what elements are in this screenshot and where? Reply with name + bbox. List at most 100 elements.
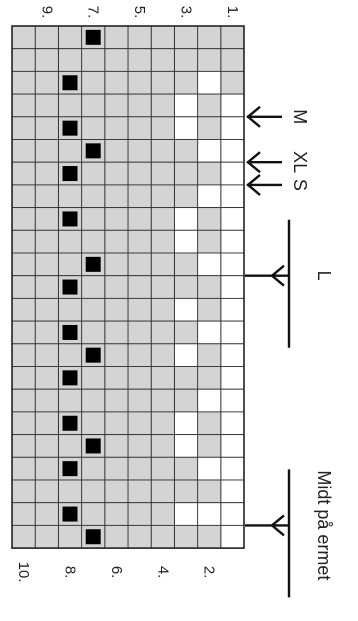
gray-cell bbox=[127, 184, 152, 209]
white-cell bbox=[220, 297, 245, 322]
marker-arrowhead-midt-p-ermet bbox=[270, 514, 285, 537]
white-cell bbox=[220, 275, 245, 299]
gray-cell bbox=[104, 524, 129, 549]
chart-grid bbox=[11, 25, 245, 549]
black-stitch bbox=[85, 347, 101, 363]
gray-cell bbox=[57, 434, 83, 458]
white-cell bbox=[173, 93, 199, 118]
gray-cell bbox=[173, 479, 199, 504]
gray-cell bbox=[81, 70, 106, 95]
gray-cell bbox=[150, 48, 175, 72]
gray-cell bbox=[150, 456, 175, 481]
gray-cell bbox=[104, 434, 129, 458]
gray-cell bbox=[81, 116, 106, 140]
black-stitch bbox=[62, 415, 78, 431]
gray-cell bbox=[11, 229, 36, 254]
gray-cell bbox=[34, 116, 59, 140]
gray-cell bbox=[104, 411, 129, 436]
black-stitch bbox=[62, 166, 78, 182]
gray-cell bbox=[104, 93, 129, 118]
gray-cell bbox=[197, 161, 222, 186]
gray-cell bbox=[34, 275, 59, 299]
gray-cell bbox=[104, 229, 129, 254]
white-cell bbox=[197, 139, 222, 163]
gray-cell bbox=[197, 434, 222, 458]
gray-cell bbox=[127, 524, 152, 549]
gray-cell bbox=[127, 139, 152, 163]
gray-cell bbox=[173, 320, 199, 345]
black-stitch bbox=[85, 256, 101, 272]
gray-cell bbox=[81, 184, 106, 209]
gray-cell bbox=[81, 207, 106, 231]
gray-cell bbox=[127, 434, 152, 458]
top-column-label: 3. bbox=[178, 6, 195, 19]
gray-cell bbox=[11, 456, 36, 481]
black-stitch bbox=[62, 120, 78, 136]
gray-cell bbox=[150, 366, 175, 390]
gray-cell bbox=[197, 366, 222, 390]
gray-cell bbox=[150, 275, 175, 299]
gray-cell bbox=[127, 343, 152, 367]
bottom-column-label: 8. bbox=[62, 566, 79, 579]
gray-cell bbox=[81, 388, 106, 413]
white-cell bbox=[220, 411, 245, 436]
gray-cell bbox=[150, 184, 175, 209]
gray-cell bbox=[104, 184, 129, 209]
gray-cell bbox=[150, 252, 175, 277]
gray-cell bbox=[104, 456, 129, 481]
gray-cell bbox=[104, 161, 129, 186]
white-cell bbox=[220, 502, 245, 526]
gray-cell bbox=[173, 275, 199, 299]
gray-cell bbox=[197, 25, 222, 50]
gray-cell bbox=[57, 229, 83, 254]
gray-cell bbox=[104, 320, 129, 345]
gray-cell bbox=[127, 275, 152, 299]
gray-cell bbox=[34, 434, 59, 458]
black-stitch bbox=[62, 211, 78, 227]
top-column-label: 9. bbox=[38, 6, 55, 19]
white-cell bbox=[173, 297, 199, 322]
gray-cell bbox=[11, 93, 36, 118]
gray-cell bbox=[81, 229, 106, 254]
gray-cell bbox=[150, 434, 175, 458]
gray-cell bbox=[173, 161, 199, 186]
gray-cell bbox=[11, 366, 36, 390]
gray-cell bbox=[127, 502, 152, 526]
gray-cell bbox=[57, 93, 83, 118]
white-cell bbox=[220, 434, 245, 458]
gray-cell bbox=[104, 502, 129, 526]
grid-frame bbox=[11, 25, 245, 549]
gray-cell bbox=[11, 48, 36, 72]
white-cell bbox=[173, 411, 199, 436]
gray-cell bbox=[127, 456, 152, 481]
gray-cell bbox=[11, 297, 36, 322]
gray-cell bbox=[127, 93, 152, 118]
marker-label-s: S bbox=[290, 179, 310, 191]
white-cell bbox=[220, 229, 245, 254]
size-markers: M XL S L Midt på ermet bbox=[245, 105, 334, 598]
top-column-numbers: 9. 7. 5. 3. 1. bbox=[38, 6, 241, 19]
gray-cell bbox=[57, 297, 83, 322]
gray-cell bbox=[34, 161, 59, 186]
gray-cell bbox=[104, 252, 129, 277]
gray-cell bbox=[57, 184, 83, 209]
marker-label-xl: XL bbox=[290, 151, 310, 173]
gray-cell bbox=[127, 411, 152, 436]
gray-cell bbox=[104, 116, 129, 140]
white-cell bbox=[173, 343, 199, 367]
white-cell bbox=[173, 116, 199, 140]
gray-cell bbox=[104, 297, 129, 322]
gray-cell bbox=[11, 116, 36, 140]
gray-cell bbox=[11, 207, 36, 231]
gray-cell bbox=[11, 524, 36, 549]
gray-cell bbox=[81, 48, 106, 72]
gray-cell bbox=[104, 343, 129, 367]
gray-cell bbox=[11, 434, 36, 458]
black-stitch bbox=[62, 461, 78, 477]
gray-cell bbox=[11, 502, 36, 526]
white-cell bbox=[220, 343, 245, 367]
gray-cell bbox=[57, 343, 83, 367]
gray-cell bbox=[34, 207, 59, 231]
gray-cell bbox=[11, 252, 36, 277]
gray-cell bbox=[173, 70, 199, 95]
